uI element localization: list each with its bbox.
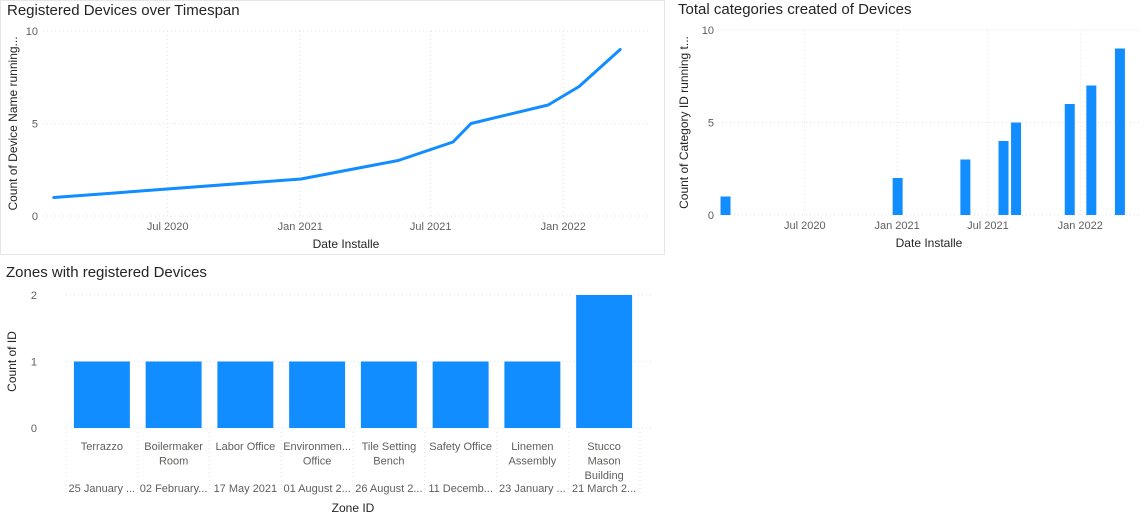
bar — [289, 361, 346, 428]
x-tick-label: Jul 2021 — [967, 220, 1009, 232]
bar — [720, 196, 731, 215]
bar — [1114, 48, 1125, 215]
category-date-label: 17 May 2021 — [214, 483, 278, 495]
bar — [432, 361, 489, 428]
category-label: Safety Office — [429, 441, 492, 453]
bar — [892, 178, 903, 215]
category-label: Environmen... — [283, 441, 351, 453]
x-tick-label: Jan 2022 — [541, 221, 586, 233]
category-label: Linemen — [511, 441, 553, 453]
bar — [576, 295, 633, 428]
y-tick-label: 2 — [31, 290, 37, 302]
bar — [1064, 104, 1075, 215]
x-tick-label: Jul 2020 — [784, 220, 826, 232]
category-label: Tile Setting — [362, 441, 417, 453]
y-axis-title: Count of Device Name running... — [6, 36, 20, 210]
category-date-label: 23 January ... — [499, 483, 566, 495]
category-label: Office — [303, 456, 332, 468]
zone-chart-panel[interactable]: Zones with registered Devices 0 1 2 Terrazz… — [0, 263, 663, 532]
category-date-label: 01 August 2... — [283, 483, 350, 495]
line-chart-panel[interactable]: Registered Devices over Timespan 0 5 10 Jul… — [0, 0, 665, 255]
category-date-label: 11 Decemb... — [428, 483, 493, 495]
category-label: Assembly — [509, 456, 557, 468]
bar — [73, 361, 130, 428]
line-chart-title: Registered Devices over Timespan — [7, 2, 240, 19]
bar-chart-title: Total categories created of Devices — [678, 1, 912, 18]
y-tick-label: 5 — [708, 118, 714, 130]
bar — [504, 361, 561, 428]
bar — [1086, 85, 1097, 215]
x-axis-title: Date Installe — [313, 237, 380, 251]
series-line — [52, 48, 622, 199]
bar — [998, 141, 1009, 215]
y-tick-label: 0 — [708, 210, 714, 222]
bar-chart: 0 5 10 Jul 2020 Jan 2021 Jul 2021 Jan 2022 Date… — [677, 25, 1140, 250]
x-tick-label: Jul 2021 — [410, 221, 452, 233]
bar — [145, 361, 202, 428]
category-date-label: 21 March 2... — [572, 483, 636, 495]
zone-bar-chart: 0 1 2 Terrazzo 25 January ... Boilermaker Room… — [5, 290, 652, 515]
category-label: Labor Office — [216, 441, 276, 453]
category-label: Stucco — [587, 441, 621, 453]
x-axis-title: Date Installe — [896, 236, 963, 250]
y-tick-label: 0 — [32, 211, 38, 223]
y-tick-label: 10 — [26, 26, 38, 38]
y-axis-title: Count of Category ID running t... — [677, 36, 691, 209]
x-tick-label: Jan 2022 — [1058, 220, 1103, 232]
category-date-label: 25 January ... — [69, 483, 136, 495]
bar — [960, 159, 971, 215]
bar — [217, 361, 274, 428]
category-date-label: 02 February... — [140, 483, 208, 495]
y-tick-label: 5 — [32, 119, 38, 131]
category-label: Terrazzo — [81, 441, 123, 453]
bar — [1011, 122, 1022, 215]
bar-chart-panel[interactable]: Total categories created of Devices 0 5 10… — [672, 0, 1146, 253]
line-chart: 0 5 10 Jul 2020 Jan 2021 Jul 2021 Jan 2022 Date… — [6, 26, 649, 251]
category-label: Boilermaker — [144, 441, 203, 453]
bar — [360, 361, 417, 428]
x-tick-label: Jan 2021 — [278, 221, 323, 233]
category-label: Building — [585, 470, 624, 482]
category-label: Mason — [588, 456, 621, 468]
category-date-label: 26 August 2... — [355, 483, 422, 495]
y-tick-label: 10 — [702, 25, 714, 37]
category-label: Room — [159, 456, 188, 468]
x-tick-label: Jul 2020 — [147, 221, 189, 233]
x-tick-label: Jan 2021 — [875, 220, 920, 232]
category-label: Bench — [373, 456, 404, 468]
y-axis-title: Count of ID — [5, 331, 19, 392]
y-tick-label: 1 — [31, 357, 37, 369]
zone-chart-title: Zones with registered Devices — [6, 264, 207, 281]
x-axis-title: Zone ID — [332, 501, 375, 515]
y-tick-label: 0 — [31, 423, 37, 435]
